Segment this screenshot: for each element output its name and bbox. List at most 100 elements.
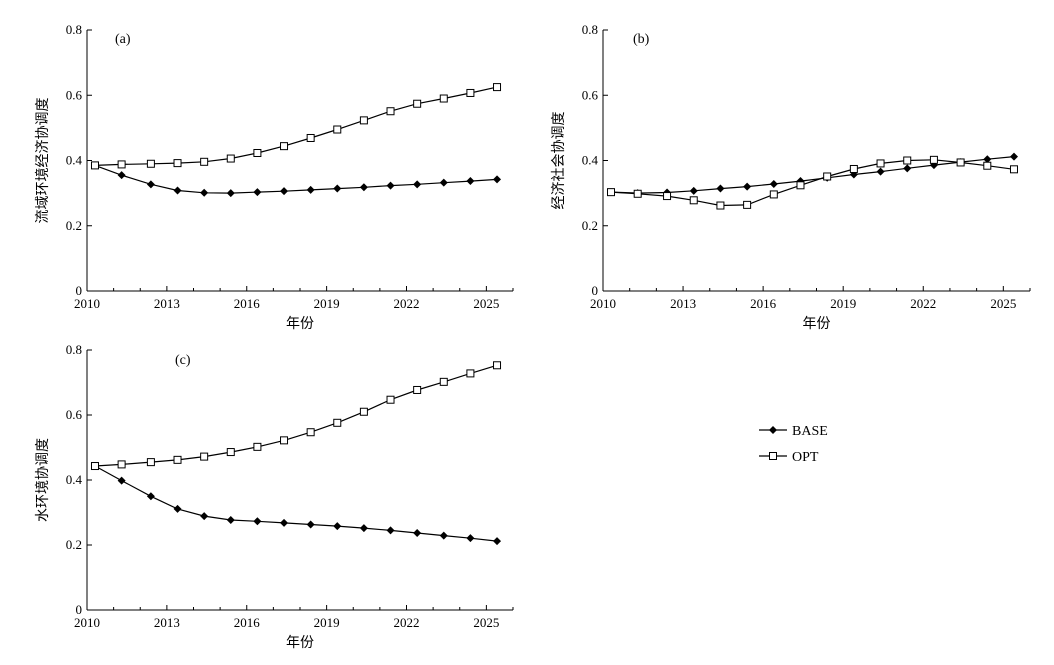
series-opt [90,361,502,471]
data-point-opt [333,125,342,134]
data-point-base [333,522,342,531]
x-tick-label: 2013 [154,296,180,311]
data-point-base [117,476,126,485]
y-axis-title: 经济社会协调度 [551,112,567,210]
data-point-opt [333,418,342,427]
x-axis-title: 年份 [286,635,314,651]
panel-label: (c) [175,353,191,368]
y-tick-label: 0.8 [66,22,82,37]
data-point-opt [359,407,368,416]
y-tick-label: 0.2 [66,218,82,233]
data-point-opt [493,83,502,92]
series-base [90,161,502,198]
data-point-opt [413,99,422,108]
x-tick-label: 2019 [830,296,856,311]
data-point-opt [903,156,912,165]
data-point-opt [769,190,778,199]
data-point-base [493,537,502,546]
data-point-base [200,188,209,197]
y-tick-label: 0.8 [582,22,598,37]
chart-panel-1: 0 0.2 0.4 0.6 0.8 2010 2013 2016 2019 2022 2025 年份 流… [35,22,514,332]
x-tick-label: 2025 [473,615,499,630]
x-tick-label: 2016 [234,615,261,630]
y-tick-label: 0.4 [582,153,599,168]
data-point-opt [146,458,155,467]
data-point-opt [146,159,155,168]
data-point-opt [386,107,395,116]
data-point-opt [90,161,99,170]
data-point-opt [306,428,315,437]
data-point-opt [716,201,725,210]
x-tick-label: 2025 [473,296,499,311]
data-point-opt [117,460,126,469]
data-point-opt [956,158,965,167]
series-base [90,462,502,546]
y-tick-label: 0.8 [66,342,82,357]
data-point-opt [929,155,938,164]
data-point-opt [466,88,475,97]
x-tick-label: 2022 [394,615,420,630]
y-tick-label: 0 [592,283,599,298]
data-point-base [253,188,262,197]
data-point-opt [226,448,235,457]
data-point-opt [280,436,289,445]
y-tick-label: 0.2 [582,218,598,233]
data-point-opt [386,395,395,404]
data-point-base [253,517,262,526]
data-point-opt [633,189,642,198]
legend-label: OPT [792,450,819,465]
data-point-opt [983,161,992,170]
data-point-base [117,171,126,180]
data-point-opt [280,142,289,151]
data-point-opt [849,164,858,173]
y-tick-label: 0.4 [66,472,83,487]
y-tick-label: 0.2 [66,537,82,552]
data-point-base [1009,152,1018,161]
x-tick-label: 2016 [750,296,777,311]
data-point-opt [689,196,698,205]
x-tick-label: 2022 [910,296,936,311]
data-point-base [386,181,395,190]
data-point-base [359,524,368,533]
y-tick-label: 0.4 [66,153,83,168]
x-tick-label: 2010 [590,296,616,311]
x-axis-title: 年份 [803,316,831,332]
legend: BASE OPT [759,424,828,465]
x-tick-label: 2025 [990,296,1016,311]
x-tick-label: 2016 [234,296,261,311]
data-point-base [413,528,422,537]
series-line-opt [94,86,498,166]
data-point-base [226,515,235,524]
data-point-base [769,179,778,188]
series-line-base [94,164,498,194]
panel-label: (a) [115,32,131,47]
x-tick-label: 2013 [670,296,696,311]
legend-item-base: BASE [759,424,828,439]
data-point-base [226,189,235,198]
x-axis-title: 年份 [286,316,314,332]
chart-panel-2: 0 0.2 0.4 0.6 0.8 2010 2013 2016 2019 2022 2025 年份 经… [551,22,1031,332]
data-point-base [146,492,155,501]
data-point-base [306,185,315,194]
data-point-base [466,534,475,543]
data-point-base [903,164,912,173]
legend-label: BASE [792,424,828,439]
data-point-base [876,167,885,176]
data-point-base [983,155,992,164]
data-point-base [716,184,725,193]
y-tick-label: 0.6 [66,407,83,422]
series-line-opt [610,159,1015,207]
data-point-base [306,520,315,529]
data-point-opt [823,172,832,181]
data-point-opt [253,148,262,157]
data-point-opt [173,159,182,168]
data-point-base [173,186,182,195]
series-line-base [610,156,1015,194]
data-point-base [280,518,289,527]
data-point-opt [1009,165,1018,174]
x-tick-label: 2010 [74,615,100,630]
y-axis-title: 水环境协调度 [35,438,51,522]
data-point-base [359,183,368,192]
y-tick-label: 0 [76,283,83,298]
